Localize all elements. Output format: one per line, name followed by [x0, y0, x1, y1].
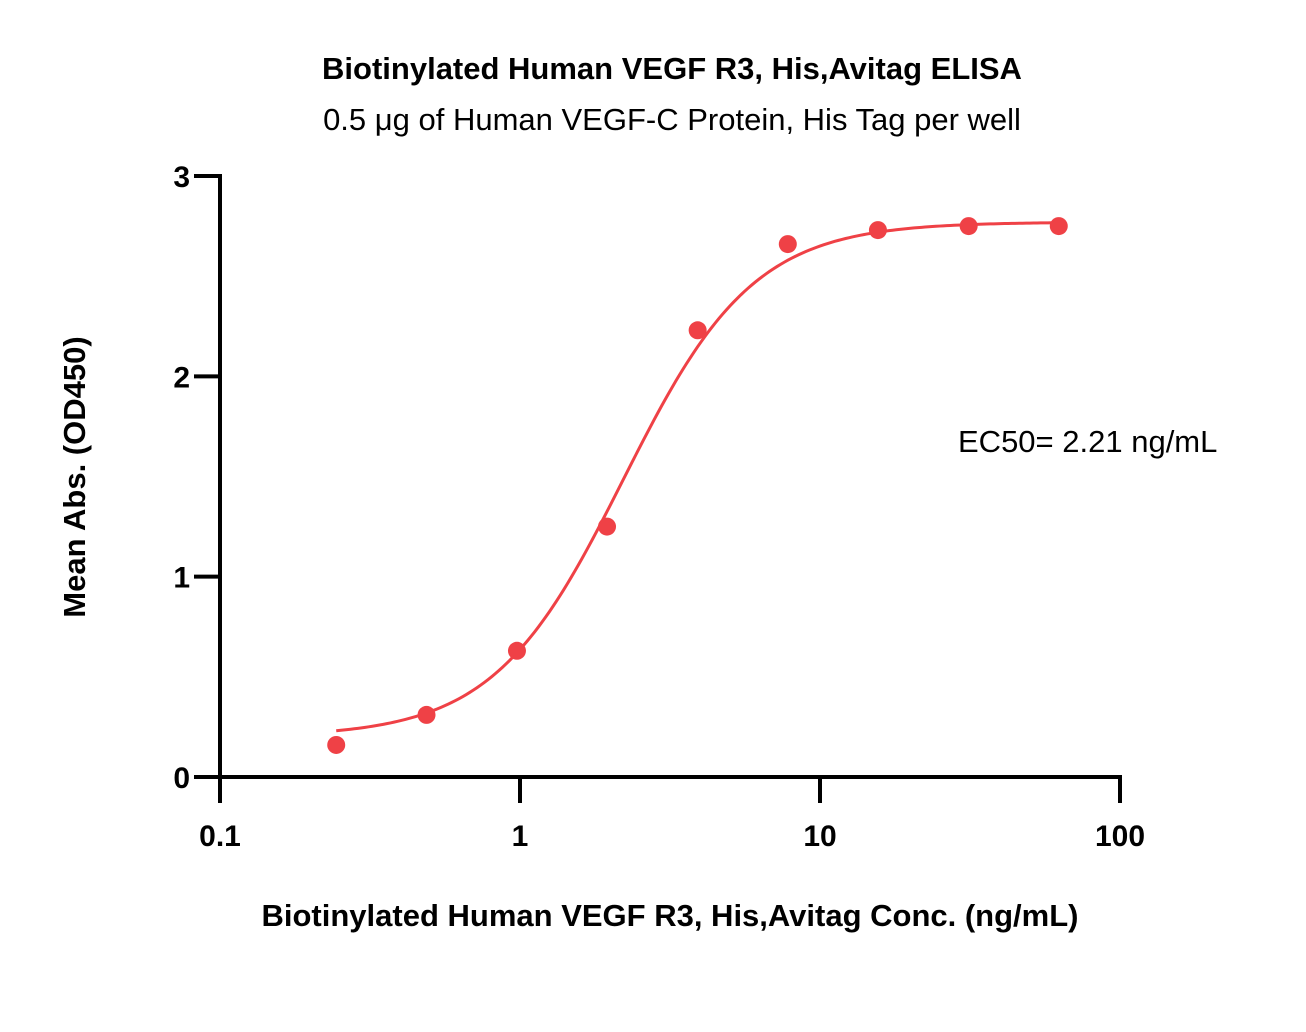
chart-title: Biotinylated Human VEGF R3, His,Avitag E… — [322, 51, 1022, 86]
x-axis-label: Biotinylated Human VEGF R3, His,Avitag C… — [262, 898, 1079, 933]
data-point — [959, 217, 978, 236]
data-point — [868, 221, 887, 240]
data-point — [417, 705, 436, 724]
y-tick-label: 2 — [173, 361, 190, 394]
chart-subtitle: 0.5 μg of Human VEGF-C Protein, His Tag … — [323, 102, 1021, 137]
data-point — [688, 321, 707, 340]
ec50-annotation: EC50= 2.21 ng/mL — [958, 424, 1217, 459]
y-tick-label: 0 — [173, 762, 190, 795]
y-axis-label: Mean Abs. (OD450) — [57, 336, 92, 617]
data-point — [507, 641, 526, 660]
fit-curve — [336, 221, 1059, 733]
data-point — [778, 235, 797, 254]
data-point — [1049, 217, 1068, 236]
data-point — [327, 735, 346, 754]
x-tick-label: 10 — [803, 820, 836, 853]
plot-area: 0 1 2 3 0.1 1 10 100 — [173, 161, 1145, 853]
y-tick-label: 3 — [173, 161, 190, 194]
x-tick-label: 0.1 — [199, 820, 241, 853]
x-tick-label: 100 — [1095, 820, 1145, 853]
data-point — [598, 517, 617, 536]
y-tick-label: 1 — [173, 562, 190, 595]
x-tick-label: 1 — [512, 820, 529, 853]
